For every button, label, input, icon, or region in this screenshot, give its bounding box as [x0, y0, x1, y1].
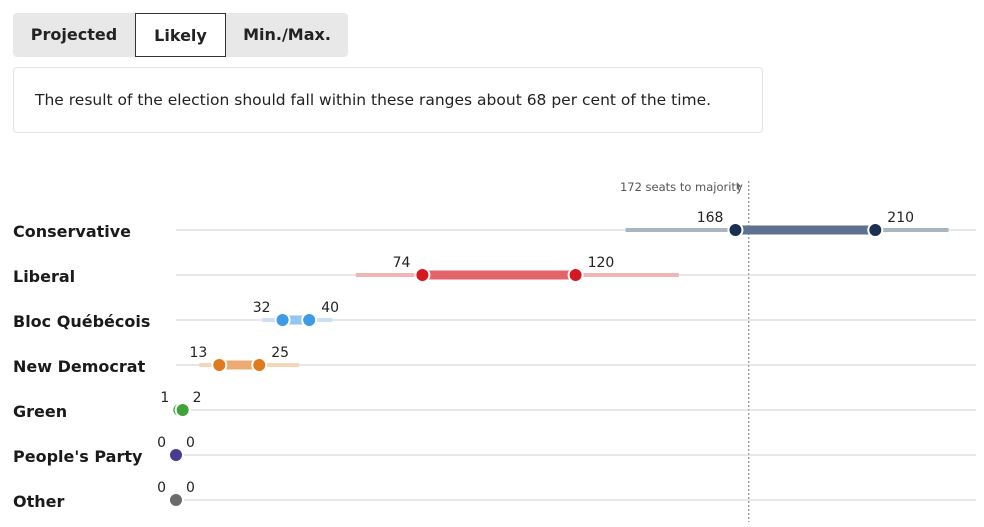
min-value-label: 0 — [157, 435, 166, 451]
party-row: Other 0 0 — [13, 480, 976, 511]
range-note-text: The result of the election should fall w… — [35, 91, 712, 109]
max-dot — [867, 222, 884, 238]
min-dot — [414, 267, 431, 283]
tab-min-max[interactable]: Min./Max. — [243, 25, 331, 44]
view-tabs: Projected Likely Min./Max. — [13, 13, 348, 57]
tab-likely[interactable]: Likely — [135, 13, 226, 57]
min-value-label: 32 — [253, 300, 271, 316]
party-name: Liberal — [13, 267, 75, 286]
max-value-label: 0 — [186, 480, 195, 496]
max-value-label: 40 — [321, 300, 339, 316]
majority-arrow-icon — [736, 182, 741, 190]
max-value-label: 0 — [186, 435, 195, 451]
min-dot — [727, 222, 744, 238]
max-dot — [567, 267, 584, 283]
party-name: New Democrat — [13, 357, 146, 376]
party-row: Liberal 74 120 — [13, 255, 976, 286]
min-value-label: 13 — [189, 345, 207, 361]
range-note-box: The result of the election should fall w… — [13, 67, 763, 133]
party-row: New Democrat 13 25 — [13, 345, 976, 376]
max-dot — [251, 357, 268, 373]
party-name: Conservative — [13, 222, 131, 241]
min-dot — [211, 357, 228, 373]
tab-projected[interactable]: Projected — [30, 25, 118, 44]
max-value-label: 2 — [193, 390, 202, 406]
max-value-label: 25 — [271, 345, 289, 361]
party-row: People's Party 0 0 — [13, 435, 976, 466]
max-value-label: 210 — [887, 210, 914, 226]
min-value-label: 0 — [157, 480, 166, 496]
party-name: Other — [13, 492, 64, 511]
party-row: Green 1 2 — [13, 390, 976, 421]
max-dot — [168, 492, 184, 508]
min-value-label: 168 — [697, 210, 724, 226]
party-name: Bloc Québécois — [13, 312, 150, 331]
max-value-label: 120 — [588, 255, 615, 271]
majority-label: 172 seats to majority — [620, 180, 743, 194]
party-name: People's Party — [13, 447, 143, 466]
party-name: Green — [13, 402, 67, 421]
min-value-label: 74 — [393, 255, 411, 271]
party-row: Bloc Québécois 32 40 — [13, 300, 976, 331]
max-dot — [174, 402, 191, 418]
min-value-label: 1 — [160, 390, 169, 406]
max-dot — [168, 447, 184, 463]
max-dot — [301, 312, 318, 328]
min-dot — [274, 312, 291, 328]
party-row: Conservative 168 210 — [13, 210, 976, 241]
